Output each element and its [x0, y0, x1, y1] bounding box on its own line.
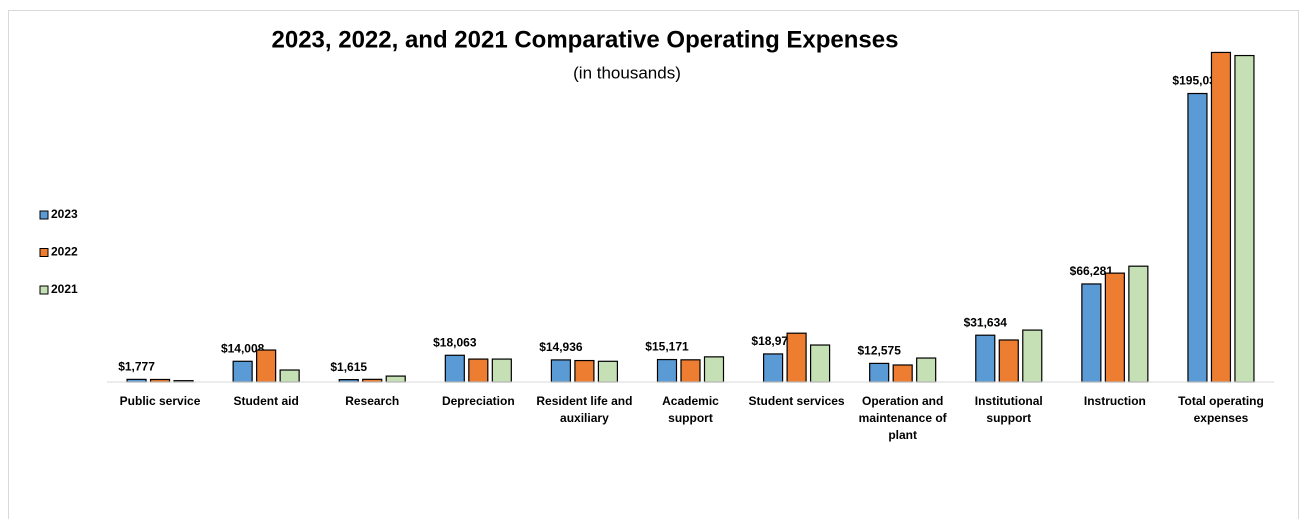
- data-label: $1,777: [118, 360, 155, 374]
- x-tick-label: Public service: [119, 394, 201, 408]
- bar: [809, 344, 831, 383]
- bar: [232, 360, 253, 383]
- bar: [550, 359, 572, 383]
- bar: [1210, 51, 1232, 383]
- bar: [468, 358, 489, 383]
- legend-label: 2023: [51, 207, 78, 221]
- x-tick-label: Instruction: [1083, 394, 1146, 408]
- data-label: $1,615: [330, 360, 367, 374]
- data-label: $18,971: [751, 334, 795, 348]
- bar: [703, 356, 725, 383]
- x-tick-label: Depreciation: [441, 394, 515, 408]
- x-tick-label: Student services: [748, 394, 845, 408]
- chart-title: 2023, 2022, and 2021 Comparative Operati…: [272, 26, 899, 53]
- bar: [574, 359, 595, 383]
- bar: [916, 357, 937, 383]
- bar: [444, 354, 465, 383]
- legend-swatch: [39, 248, 49, 257]
- chart-border: [8, 10, 1299, 519]
- bar: [491, 358, 512, 383]
- bar: [786, 332, 807, 383]
- x-tick-label: Institutional support: [974, 394, 1043, 425]
- bar: [762, 353, 784, 383]
- data-label: $66,281: [1070, 264, 1114, 278]
- bar: [869, 362, 890, 383]
- bar: [1022, 329, 1043, 383]
- x-tick-label: Student aid: [233, 394, 299, 408]
- bar: [975, 334, 996, 383]
- data-label: $18,063: [433, 335, 477, 349]
- bar: [279, 369, 300, 383]
- chart-subtitle: (in thousands): [573, 63, 681, 82]
- data-label: $31,634: [964, 315, 1008, 329]
- data-label: $15,171: [645, 340, 689, 354]
- data-label: $12,575: [857, 344, 901, 358]
- bar: [597, 360, 619, 383]
- data-label: $14,936: [539, 340, 583, 354]
- legend-label: 2021: [51, 282, 78, 296]
- x-tick-label: Research: [345, 394, 400, 408]
- bar: [892, 364, 913, 383]
- data-label: $14,008: [221, 341, 265, 355]
- bar: [1081, 283, 1102, 383]
- x-tick-label: Resident life and auxiliary: [536, 394, 633, 425]
- x-tick-label: Academic support: [662, 394, 719, 425]
- bar: [1128, 265, 1149, 383]
- bar: [1187, 92, 1208, 383]
- legend-swatch: [39, 210, 49, 220]
- x-tick-label: Total operating expenses: [1178, 394, 1264, 425]
- data-label: $195,032: [1172, 74, 1222, 88]
- bar: [680, 359, 701, 383]
- legend-label: 2022: [51, 245, 78, 259]
- bar: [1234, 54, 1255, 383]
- bar: [385, 375, 406, 383]
- bar: [656, 358, 678, 383]
- bar: [998, 339, 1019, 383]
- x-tick-label: Operation and maintenance of plant: [858, 394, 947, 442]
- bar: [1104, 272, 1125, 383]
- bar: [256, 349, 277, 383]
- legend-swatch: [39, 285, 49, 295]
